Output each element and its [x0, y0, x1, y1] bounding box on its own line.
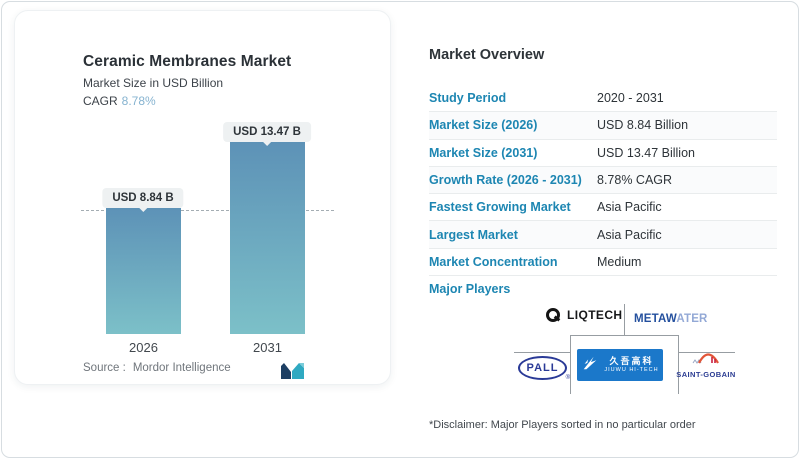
chart-card-header: Ceramic Membranes Market Market Size in …	[83, 53, 291, 108]
bar-2031	[230, 142, 305, 334]
cagr-value: 8.78%	[121, 94, 156, 108]
players-box-right-line	[678, 335, 679, 394]
overview-table: Study Period 2020 - 2031 Market Size (20…	[429, 85, 777, 277]
logo-saint-gobain: SAINT-GOBAIN	[674, 350, 738, 379]
logo-liqtech: LIQTECH	[546, 308, 622, 322]
table-row-market-concentration: Market Concentration Medium	[429, 249, 777, 277]
row-value: 8.78% CAGR	[597, 173, 673, 188]
table-row-market-size-2031: Market Size (2031) USD 13.47 Billion	[429, 140, 777, 167]
source-label: Source :	[83, 362, 126, 374]
row-label: Growth Rate (2026 - 2031)	[429, 173, 582, 188]
x-tick-2031: 2031	[253, 340, 282, 355]
players-box-left-line	[570, 335, 571, 394]
source-value: Mordor Intelligence	[132, 362, 231, 374]
table-row-growth-rate: Growth Rate (2026 - 2031) 8.78% CAGR	[429, 166, 777, 195]
row-value: USD 8.84 Billion	[597, 118, 689, 133]
major-players-label: Major Players	[429, 282, 511, 296]
pall-registered-mark: ®	[565, 375, 570, 381]
jiuwu-glyph-icon	[581, 354, 599, 377]
table-row-study-period: Study Period 2020 - 2031	[429, 85, 777, 113]
mordor-intelligence-logo-icon	[281, 363, 304, 384]
table-row-fastest-growing-market: Fastest Growing Market Asia Pacific	[429, 194, 777, 222]
row-value: USD 13.47 Billion	[597, 145, 695, 160]
jiuwu-english-name: JIUWU HI-TECH	[604, 367, 659, 374]
pall-wordmark: PALL	[526, 362, 559, 374]
chart-subtitle: Market Size in USD Billion	[83, 76, 224, 90]
bar-label-2026: USD 8.84 B	[102, 188, 184, 208]
metawater-wordmark-dark: METAW	[634, 313, 677, 325]
chart-title: Ceramic Membranes Market	[83, 53, 292, 70]
x-tick-2026: 2026	[129, 340, 158, 355]
liqtech-wordmark: LIQTECH	[567, 308, 623, 322]
players-box-top-line	[570, 335, 679, 336]
players-right-line	[679, 352, 735, 353]
cagr-label: CAGR	[83, 94, 118, 108]
reference-dashed-line	[81, 210, 334, 211]
chart-cagr-line: CAGR 8.78%	[83, 94, 291, 108]
row-label: Study Period	[429, 91, 507, 106]
source-row: Source : Mordor Intelligence	[83, 362, 231, 374]
jiuwu-chinese-name: 久吾高科	[609, 356, 654, 367]
bar-2026	[106, 208, 181, 334]
saint-gobain-wordmark: SAINT-GOBAIN	[676, 370, 736, 379]
logo-pall: PALL ®	[518, 356, 570, 381]
liqtech-q-icon	[546, 308, 560, 322]
row-value: Medium	[597, 254, 642, 269]
logo-jiuwu-hitech: 久吾高科 JIUWU HI-TECH	[577, 349, 663, 381]
row-value: Asia Pacific	[597, 227, 662, 242]
table-row-market-size-2026: Market Size (2026) USD 8.84 Billion	[429, 112, 777, 140]
players-divider-line	[624, 304, 625, 335]
jiuwu-wordmark: 久吾高科 JIUWU HI-TECH	[604, 356, 658, 373]
row-value: 2020 - 2031	[597, 91, 664, 106]
row-value: Asia Pacific	[597, 200, 662, 215]
row-label: Largest Market	[429, 227, 518, 242]
row-label: Fastest Growing Market	[429, 200, 571, 215]
bar-label-2031: USD 13.47 B	[223, 122, 311, 142]
metawater-wordmark-light: ATER	[676, 313, 708, 325]
players-left-line	[514, 352, 570, 353]
disclaimer-text: *Disclaimer: Major Players sorted in no …	[429, 419, 696, 431]
chart-card: Ceramic Membranes Market Market Size in …	[14, 10, 391, 385]
table-row-largest-market: Largest Market Asia Pacific	[429, 221, 777, 249]
row-label: Market Concentration	[429, 254, 558, 269]
row-label: Market Size (2026)	[429, 118, 538, 133]
overview-heading: Market Overview	[429, 47, 545, 63]
saint-gobain-bridge-icon	[691, 350, 721, 370]
row-label: Market Size (2031)	[429, 145, 538, 160]
logo-metawater: METAWATER	[634, 313, 708, 325]
